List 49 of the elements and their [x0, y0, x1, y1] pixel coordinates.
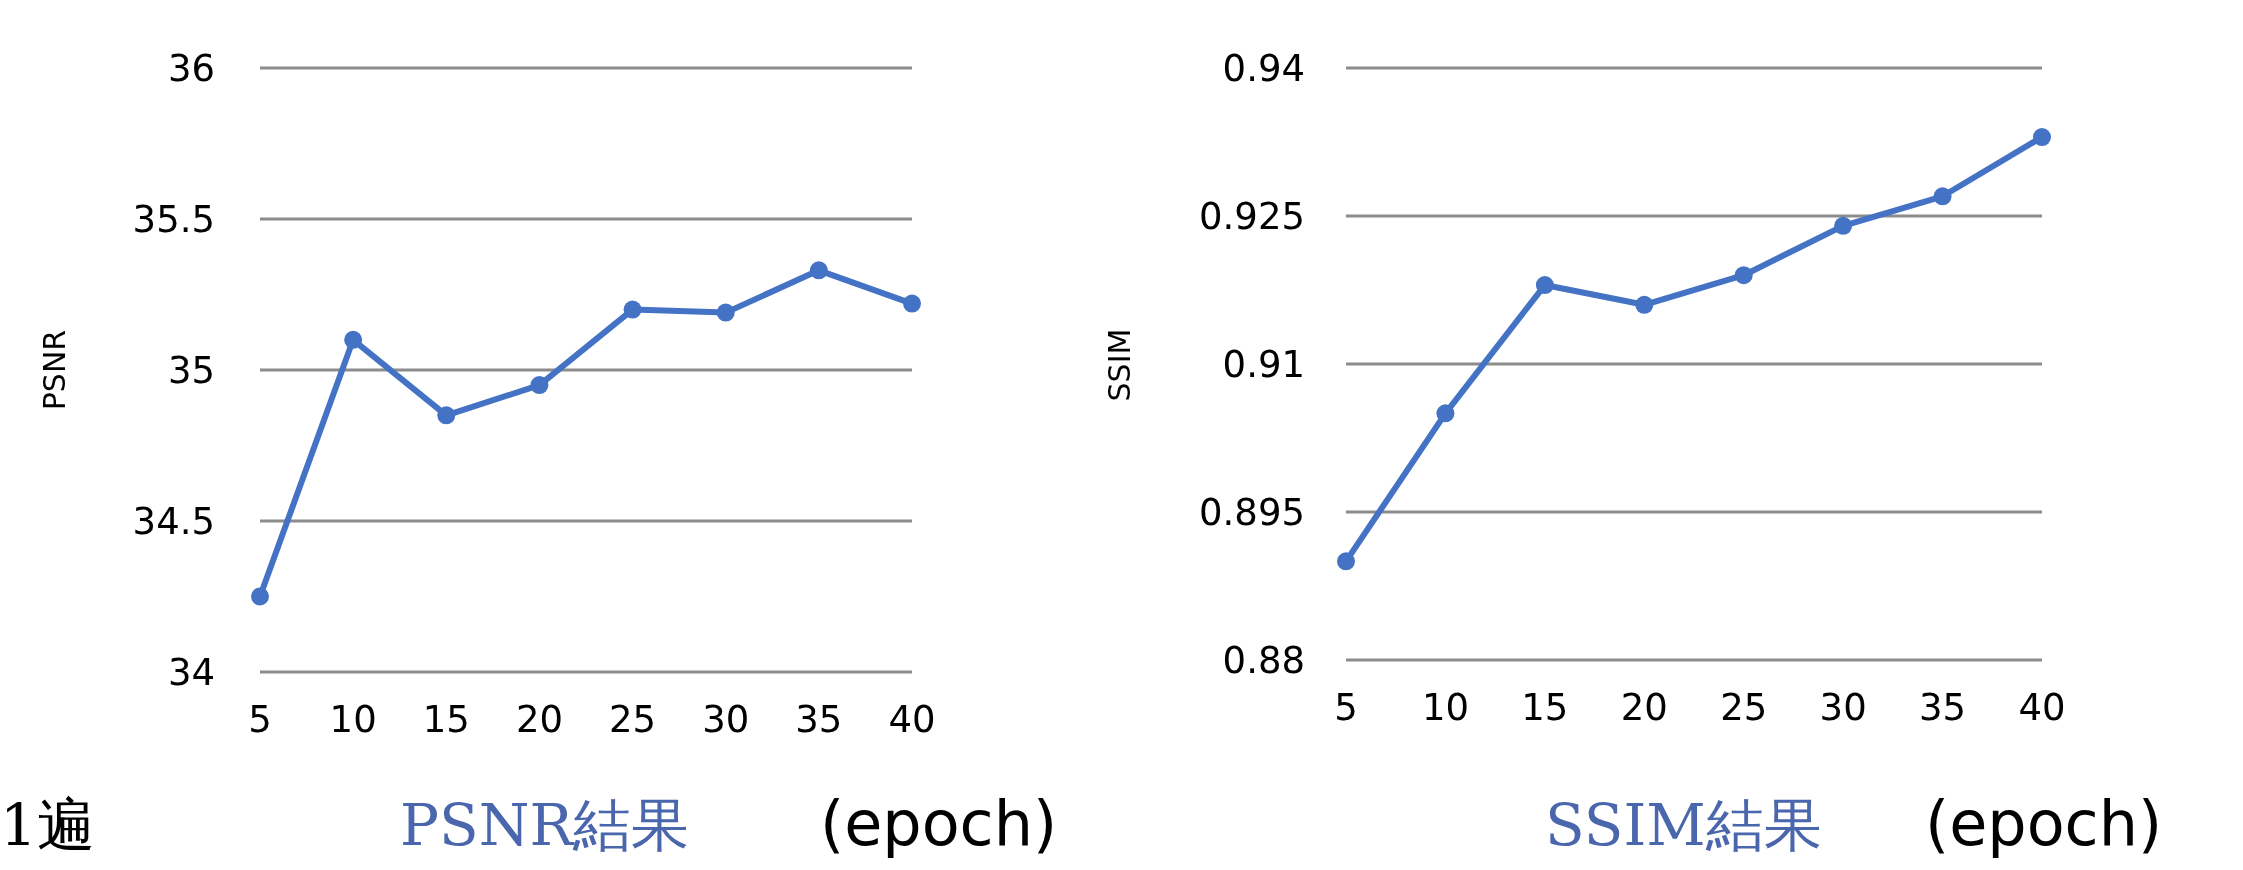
x-tick-label: 20: [515, 698, 563, 741]
y-tick-label: 0.94: [1222, 47, 1305, 90]
y-tick-label: 34: [167, 651, 215, 694]
point: [2033, 128, 2051, 147]
point: [1337, 552, 1355, 571]
point: [251, 587, 269, 606]
text: 1遍: [0, 791, 95, 859]
point: [530, 376, 549, 395]
text: SSIM結果: [1545, 791, 1822, 859]
y-tick-label: 0.91: [1222, 343, 1305, 386]
point: [1535, 276, 1554, 295]
point: [437, 406, 456, 425]
point: [1834, 216, 1853, 235]
x-tick-label: 15: [422, 698, 470, 741]
y-axis-title: PSNR: [37, 329, 72, 411]
x-axis-title: (epoch): [1925, 787, 2163, 860]
y-tick-label: 0.895: [1199, 491, 1305, 534]
point: [1933, 187, 1952, 206]
x-tick-label: 30: [702, 698, 750, 741]
point: [716, 303, 735, 322]
point: [809, 261, 828, 280]
x-tick-label: 15: [1521, 686, 1569, 729]
x-tick-label: 35: [795, 698, 843, 741]
y-tick-label: 0.925: [1199, 195, 1305, 238]
x-tick-label: 40: [2018, 686, 2066, 729]
point: [623, 300, 642, 319]
y-axis-title: SSIM: [1102, 328, 1137, 402]
x-tick-label: 5: [1334, 686, 1358, 729]
text: PSNR結果: [400, 791, 690, 859]
point: [903, 294, 921, 313]
x-tick-label: 40: [888, 698, 936, 741]
y-tick-label: 35: [167, 349, 215, 392]
point: [1635, 295, 1654, 314]
x-tick-label: 25: [609, 698, 657, 741]
x-tick-label: 30: [1819, 686, 1867, 729]
point: [344, 330, 363, 349]
x-axis-title: (epoch): [820, 787, 1058, 860]
y-tick-label: 35.5: [132, 198, 215, 241]
point: [1436, 404, 1455, 423]
x-tick-label: 20: [1620, 686, 1668, 729]
y-tick-label: 0.88: [1222, 639, 1305, 682]
x-tick-label: 10: [1421, 686, 1469, 729]
x-tick-label: 5: [248, 698, 272, 741]
y-tick-label: 36: [167, 47, 215, 90]
point: [1734, 266, 1753, 285]
x-tick-label: 10: [329, 698, 377, 741]
x-tick-label: 35: [1919, 686, 1967, 729]
y-tick-label: 34.5: [132, 500, 215, 543]
x-tick-label: 25: [1720, 686, 1768, 729]
